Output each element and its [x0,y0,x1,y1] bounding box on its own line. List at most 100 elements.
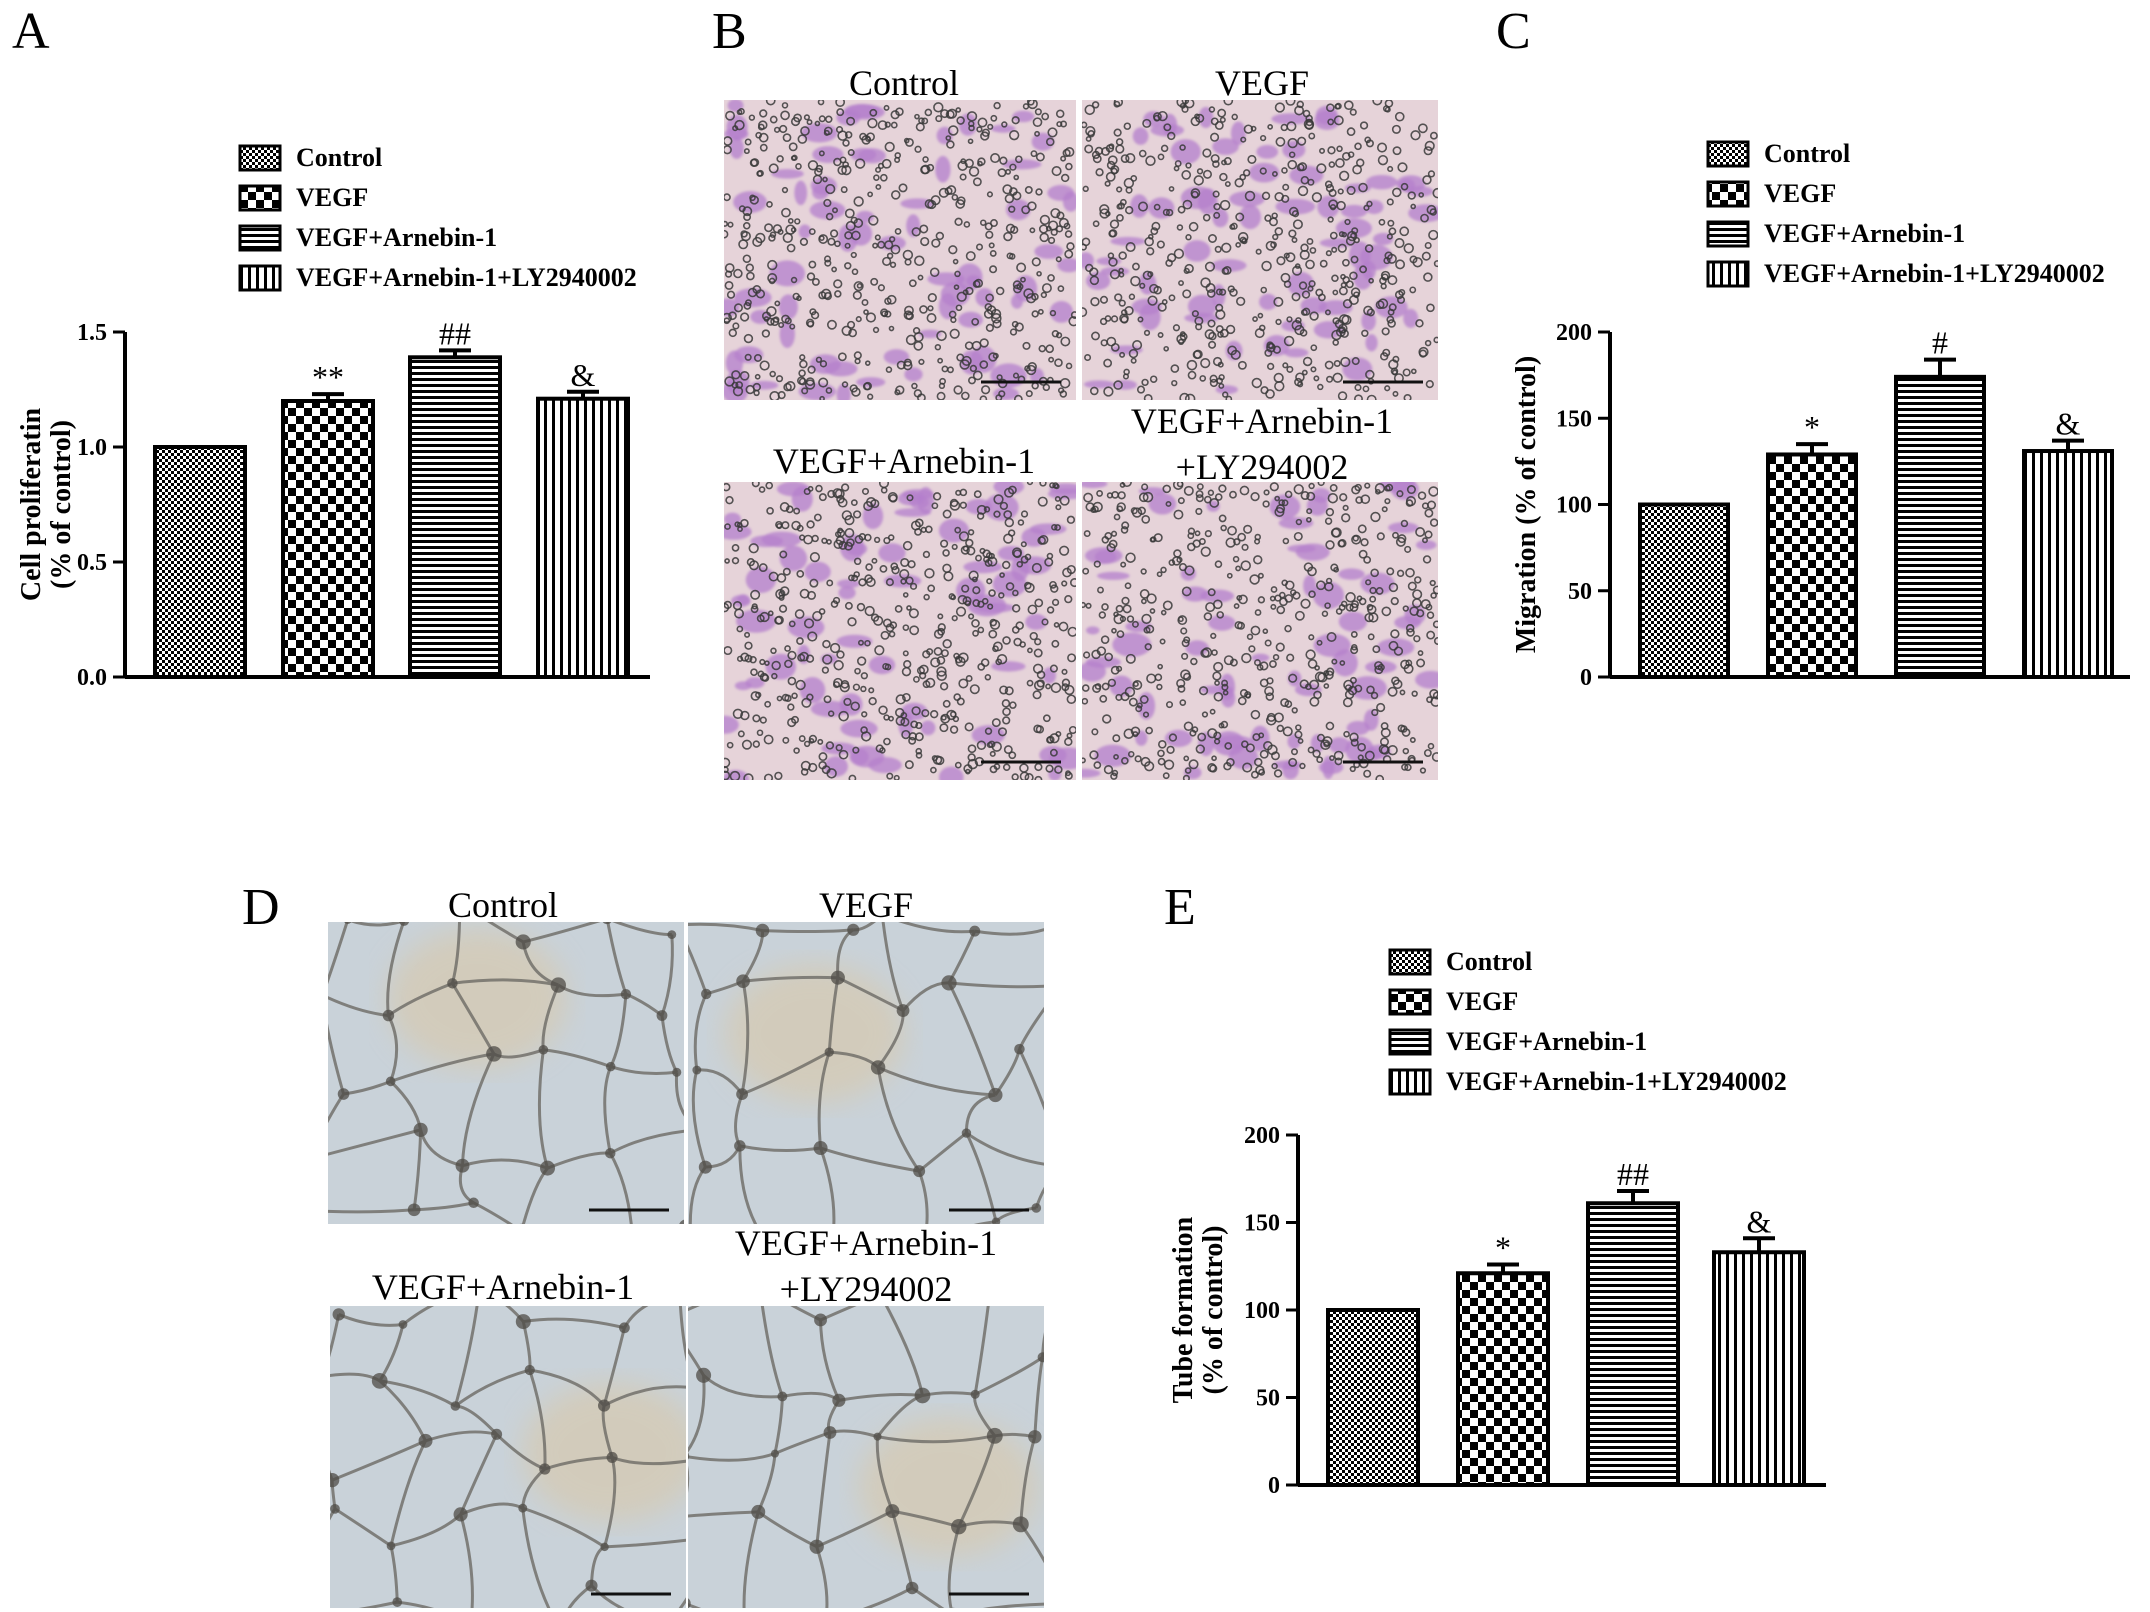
tube [462,1158,549,1170]
pore [1103,386,1114,397]
stained-cell [799,676,826,704]
pore [773,126,781,133]
pore [1013,284,1022,294]
pore [1125,205,1134,215]
pore [1217,108,1227,118]
pore [908,736,917,745]
pore [883,714,890,721]
tube [609,994,628,1068]
pore [1153,203,1161,211]
pore [1145,624,1155,634]
tube [521,1507,551,1608]
tube [331,1439,427,1482]
pore [894,156,901,163]
pore [916,666,926,675]
pore [1163,123,1172,132]
pore [1430,696,1438,707]
cell-node [371,1372,388,1389]
pore [1310,344,1318,352]
pore [858,533,867,541]
pore [1236,296,1246,307]
pore [1328,161,1336,168]
pore [1312,749,1321,758]
pore [782,567,791,576]
pore [955,199,966,209]
pore [1391,369,1398,376]
pore [848,574,855,582]
pore [1017,519,1025,526]
pore [837,130,848,141]
pore [879,173,888,182]
pore [1300,490,1310,501]
stained-cell [1408,204,1438,223]
pore [1343,100,1354,111]
pore [776,155,784,163]
pore [1333,750,1344,761]
pore [842,139,850,147]
pore [731,370,741,380]
pore [1047,274,1055,282]
pore [995,286,1005,296]
pore [1015,621,1024,630]
cell-node [1028,1430,1042,1444]
pore [898,183,908,193]
pore [999,501,1009,511]
pore [1225,395,1233,400]
pore [889,621,898,629]
pore [1064,146,1075,157]
stained-cell [1187,294,1217,318]
pore [853,557,862,566]
pore [1115,144,1125,154]
pore [1061,678,1071,687]
tube [402,1306,435,1326]
pore [1248,645,1256,653]
pore [1160,609,1167,616]
pore [1020,510,1029,518]
stained-cell [906,214,921,238]
pore [1213,202,1221,211]
pore [1137,506,1146,515]
pore [1392,390,1399,397]
pore [1159,638,1166,645]
pore [1343,730,1350,738]
pore [1417,123,1428,134]
tube [390,1052,495,1083]
pore [1416,609,1425,618]
pore [1427,742,1435,750]
pore [993,510,1001,518]
pore [841,381,849,388]
pore [1376,142,1388,153]
pore [985,230,994,239]
pore [1381,606,1392,617]
pore [1116,214,1124,222]
pore [1223,100,1234,106]
pore [749,656,757,664]
pore [993,494,1004,505]
cell-node [698,1160,712,1174]
pore [1224,742,1233,750]
pore [761,311,772,321]
pore [1322,736,1333,747]
pore [1223,761,1232,771]
cell-node [951,1518,967,1535]
bar-1 [1766,452,1858,679]
pore [971,619,980,628]
pore [1426,611,1435,619]
pore [784,317,792,325]
stained-cell [1239,204,1262,230]
pore [1181,639,1190,648]
pore [841,325,852,336]
bar-1 [1456,1271,1550,1487]
pore [1262,628,1269,635]
pore [973,490,982,499]
pore [1150,227,1159,236]
pore [1233,538,1241,546]
pore [1103,764,1114,775]
pore [1132,262,1140,271]
pore [1362,385,1370,393]
pore [985,293,994,303]
pore [908,608,919,619]
pore [948,245,958,255]
tube [973,1306,990,1395]
pore [803,114,810,121]
